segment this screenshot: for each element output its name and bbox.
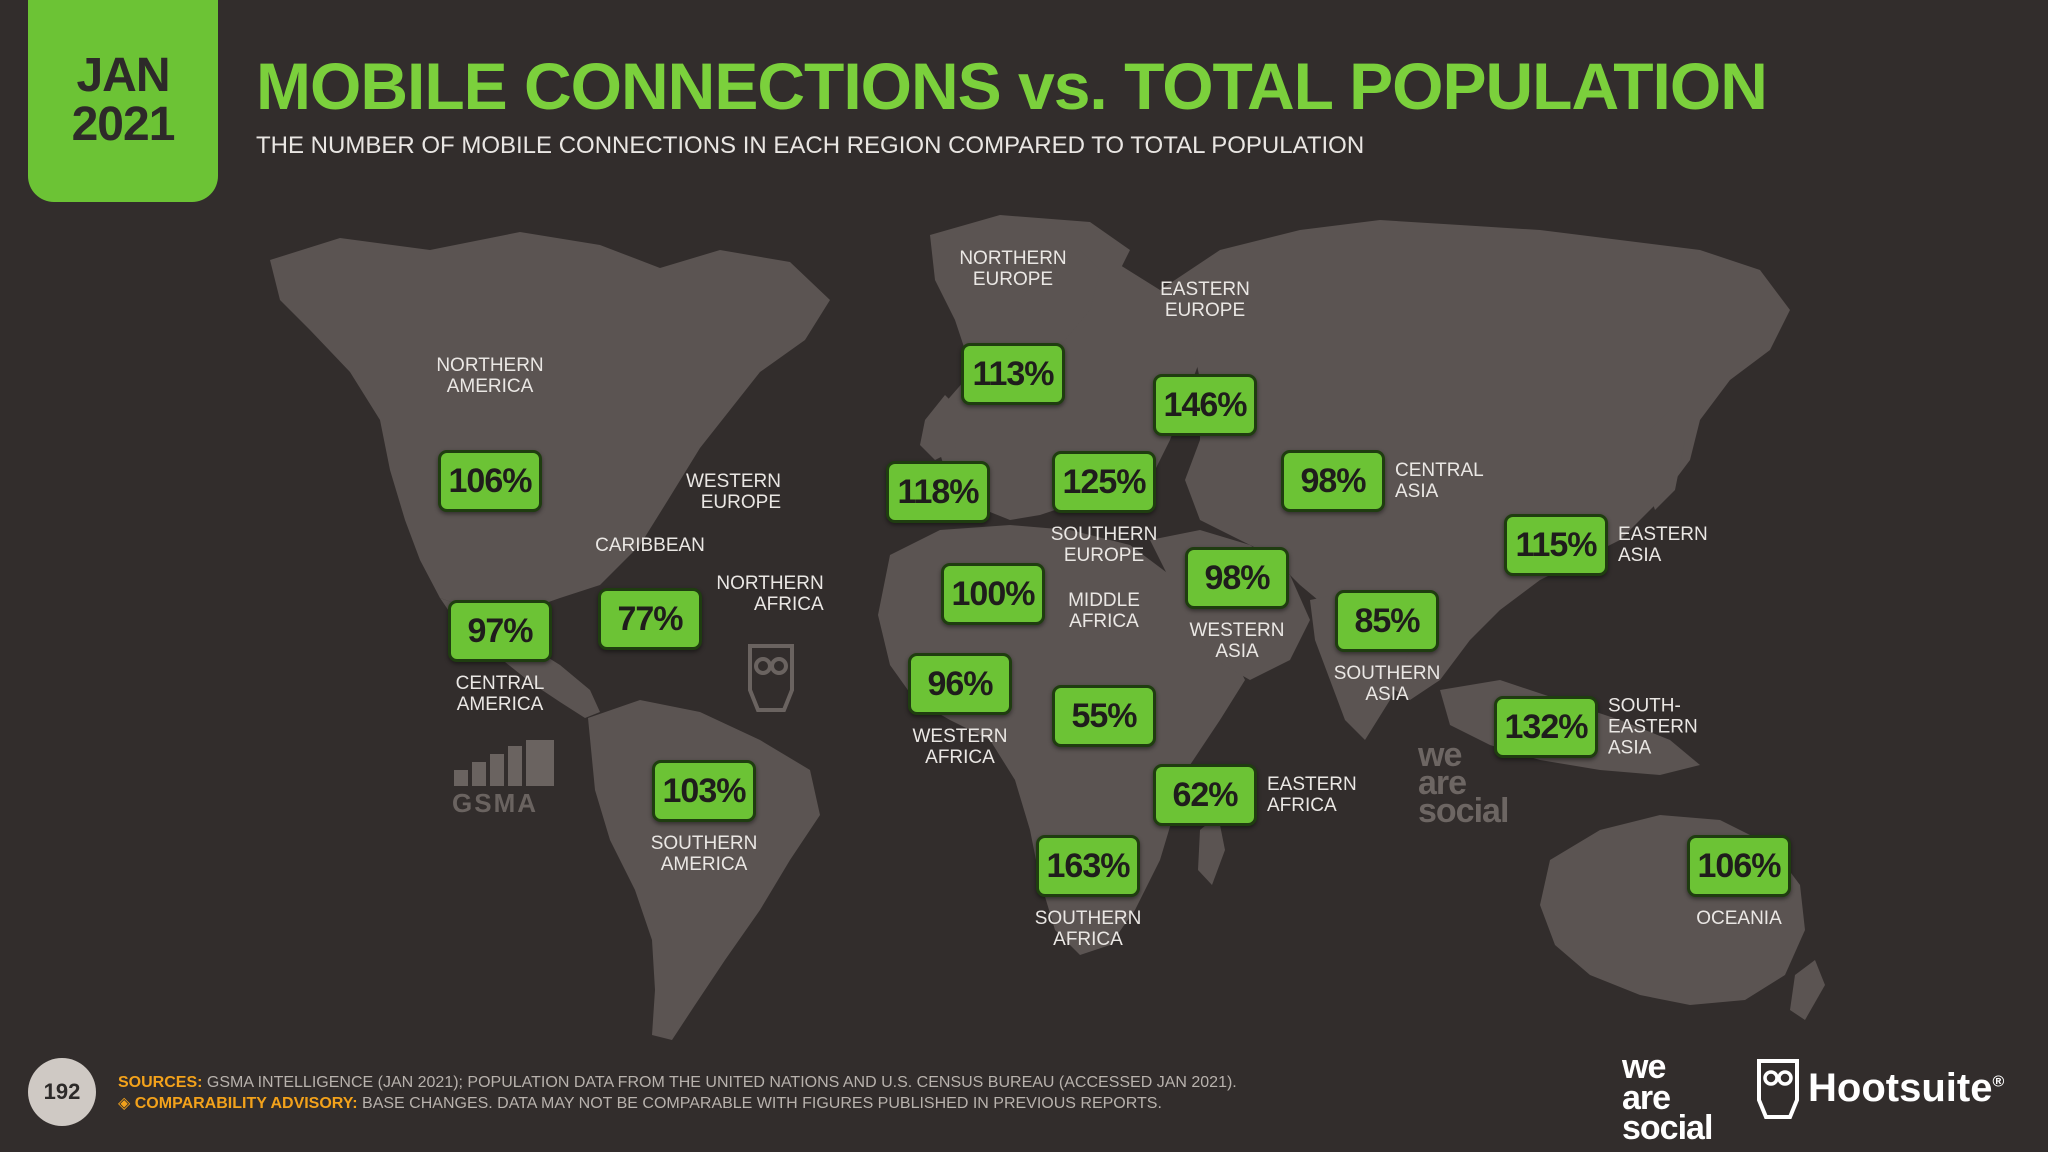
we-are-social-logo: we are social	[1622, 1048, 1713, 1148]
advisory-label: ◈ COMPARABILITY ADVISORY:	[118, 1095, 358, 1112]
page-number: 192	[28, 1058, 96, 1126]
watermark-word-are: are	[1418, 763, 1467, 802]
region-value-badge: 97%	[448, 600, 552, 662]
region-label: CARIBBEAN	[595, 535, 705, 556]
gsma-watermark-text: GSMA	[452, 788, 538, 818]
logo-word-social: social	[1622, 1109, 1713, 1148]
region-value-badge: 125%	[1052, 451, 1156, 513]
new-zealand-shape	[1790, 960, 1825, 1020]
sources-note: SOURCES: GSMA INTELLIGENCE (JAN 2021); P…	[118, 1072, 1237, 1114]
advisory-line: ◈ COMPARABILITY ADVISORY: BASE CHANGES. …	[118, 1093, 1237, 1114]
region-label: MIDDLE AFRICA	[1068, 590, 1140, 632]
region-value-badge: 146%	[1153, 374, 1257, 436]
watermark-word-social: social	[1418, 791, 1509, 830]
region-value-badge: 118%	[886, 461, 990, 523]
region-value-badge: 163%	[1036, 835, 1140, 897]
logo-word-we: we	[1622, 1048, 1666, 1086]
region-label: CENTRAL ASIA	[1395, 460, 1484, 502]
region-value-badge: 55%	[1052, 685, 1156, 747]
region-label: CENTRAL AMERICA	[455, 673, 545, 715]
owl-watermark-icon	[748, 644, 794, 712]
region-value-badge: 115%	[1504, 514, 1608, 576]
region-label: SOUTHERN AMERICA	[650, 833, 758, 875]
region-value-badge: 103%	[652, 760, 756, 822]
date-month: JAN	[76, 49, 170, 103]
region-value-badge: 77%	[598, 588, 702, 650]
region-label: NORTHERN EUROPE	[959, 248, 1067, 290]
watermark-word-we: we	[1418, 736, 1462, 774]
date-year: 2021	[71, 98, 176, 151]
hootsuite-logo: Hootsuite®	[1808, 1066, 2004, 1111]
japan-shape	[1645, 410, 1685, 510]
region-value-badge: 62%	[1153, 764, 1257, 826]
logo-word-are: are	[1622, 1078, 1671, 1117]
advisory-text: BASE CHANGES. DATA MAY NOT BE COMPARABLE…	[362, 1095, 1162, 1112]
region-label: NORTHERN AMERICA	[436, 355, 544, 397]
hootsuite-wordmark: Hootsuite	[1808, 1066, 1993, 1110]
region-value-badge: 113%	[961, 343, 1065, 405]
region-value-badge: 85%	[1335, 590, 1439, 652]
page-title: MOBILE CONNECTIONS vs. TOTAL POPULATION	[256, 49, 1768, 123]
sources-line: SOURCES: GSMA INTELLIGENCE (JAN 2021); P…	[118, 1072, 1237, 1093]
region-label: SOUTH-EASTERN ASIA	[1608, 695, 1698, 759]
page-subtitle: THE NUMBER OF MOBILE CONNECTIONS IN EACH…	[256, 132, 1365, 159]
region-label: EASTERN ASIA	[1618, 524, 1708, 566]
region-value-badge: 98%	[1281, 450, 1385, 512]
region-label: WESTERN AFRICA	[912, 726, 1008, 768]
region-value-badge: 98%	[1185, 547, 1289, 609]
region-label: WESTERN ASIA	[1189, 620, 1285, 662]
british-isles-shape	[920, 395, 960, 460]
region-value-badge: 100%	[941, 563, 1045, 625]
region-value-badge: 106%	[1687, 835, 1791, 897]
region-label: SOUTHERN EUROPE	[1050, 524, 1158, 566]
hootsuite-owl-icon	[1757, 1059, 1799, 1119]
asia-shape	[1160, 220, 1790, 700]
date-badge: JAN 2021	[28, 0, 218, 202]
scandinavia-shape	[1000, 250, 1100, 360]
region-label: NORTHERN AFRICA	[716, 573, 824, 615]
region-label: EASTERN AFRICA	[1267, 774, 1357, 816]
region-label: SOUTHERN AFRICA	[1034, 908, 1142, 950]
we-are-social-watermark: we are social	[1418, 736, 1509, 830]
region-value-badge: 132%	[1494, 696, 1598, 758]
sources-text: GSMA INTELLIGENCE (JAN 2021); POPULATION…	[206, 1074, 1237, 1091]
north-america-shape	[270, 232, 830, 612]
region-label: WESTERN EUROPE	[686, 471, 781, 513]
sources-label: SOURCES:	[118, 1074, 203, 1091]
region-label: OCEANIA	[1696, 908, 1782, 929]
region-label: SOUTHERN ASIA	[1333, 663, 1441, 705]
hootsuite-registered-mark: ®	[1992, 1073, 2005, 1091]
south-america-shape	[588, 700, 820, 1040]
gsma-logo-icon	[454, 740, 554, 786]
madagascar-shape	[1198, 815, 1225, 885]
region-value-badge: 96%	[908, 653, 1012, 715]
region-value-badge: 106%	[438, 450, 542, 512]
region-label: EASTERN EUROPE	[1160, 279, 1250, 321]
